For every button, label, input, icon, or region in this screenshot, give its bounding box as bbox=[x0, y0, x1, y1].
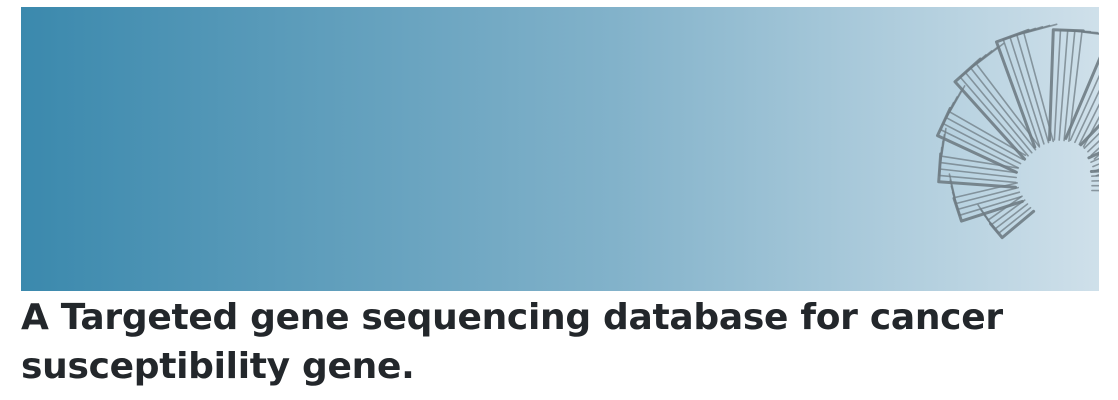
fan-stroke bbox=[975, 42, 1041, 148]
fan-stroke bbox=[1074, 89, 1099, 144]
fan-stroke bbox=[1082, 115, 1099, 148]
banner-graphic bbox=[21, 7, 1099, 291]
fan-stroke bbox=[1078, 103, 1099, 146]
fan-stroke bbox=[1068, 31, 1099, 142]
fan-stroke bbox=[940, 127, 1019, 169]
fan-stroke bbox=[1079, 123, 1099, 147]
fan-stroke bbox=[1064, 56, 1099, 140]
fan-stroke bbox=[1023, 23, 1058, 143]
page-title: A Targeted gene sequencing database for … bbox=[21, 297, 1003, 387]
fan-stroke bbox=[949, 85, 1027, 156]
banner-gradient bbox=[21, 7, 1099, 291]
fan-stroke bbox=[1069, 74, 1099, 141]
gene-sequence-fan-icon bbox=[936, 23, 1099, 240]
header-banner bbox=[21, 7, 1099, 291]
